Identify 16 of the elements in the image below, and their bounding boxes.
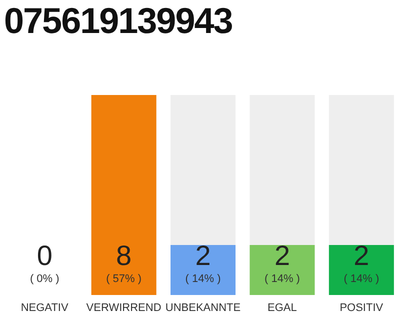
- data-label: 0: [36, 240, 52, 271]
- chart-title: 075619139943: [4, 0, 232, 42]
- x-tick-label: UNBEKANNTE: [165, 302, 241, 314]
- x-tick-label: EGAL: [268, 302, 297, 314]
- x-tick-label: NEGATIV: [20, 302, 69, 314]
- data-label: 8: [116, 240, 132, 271]
- data-label: 2: [195, 240, 211, 271]
- annotation: ( 57% ): [106, 273, 142, 285]
- annotation: ( 14% ): [185, 273, 221, 285]
- data-label: 2: [274, 240, 290, 271]
- annotation: ( 14% ): [344, 273, 380, 285]
- data-label: 2: [354, 240, 370, 271]
- x-tick-label: POSITIV: [340, 302, 384, 314]
- x-tick-label: VERWIRREND: [86, 302, 162, 314]
- annotation: ( 14% ): [264, 273, 300, 285]
- annotation: ( 0% ): [30, 273, 60, 285]
